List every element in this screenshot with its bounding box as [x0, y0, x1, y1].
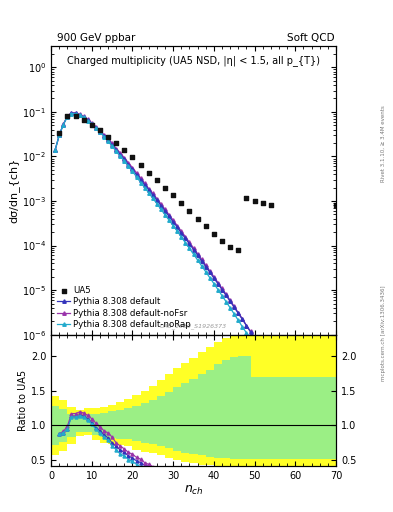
- Pythia 8.308 default-noRap: [106, 138, 110, 144]
- UA5: [252, 197, 258, 205]
- UA5: [129, 154, 136, 162]
- Pythia 8.308 default-noRap: [122, 158, 127, 164]
- UA5: [170, 191, 176, 199]
- UA5: [154, 176, 160, 184]
- Pythia 8.308 default-noRap: [179, 234, 184, 240]
- Pythia 8.308 default-noFsr: [122, 155, 127, 161]
- Pythia 8.308 default-noRap: [77, 112, 82, 118]
- Pythia 8.308 default-noFsr: [53, 147, 57, 153]
- Pythia 8.308 default: [77, 112, 82, 118]
- UA5: [243, 194, 250, 202]
- UA5: [138, 161, 144, 169]
- Pythia 8.308 default-noFsr: [334, 477, 338, 483]
- UA5: [121, 146, 127, 154]
- Pythia 8.308 default-noRap: [301, 425, 306, 431]
- UA5: [260, 199, 266, 207]
- UA5: [219, 237, 225, 245]
- UA5: [97, 126, 103, 134]
- UA5: [203, 222, 209, 230]
- UA5: [235, 246, 241, 254]
- UA5: [56, 129, 62, 137]
- UA5: [72, 112, 79, 120]
- Pythia 8.308 default-noFsr: [69, 110, 74, 116]
- Pythia 8.308 default-noRap: [273, 375, 277, 381]
- Pythia 8.308 default-noFsr: [211, 274, 216, 280]
- UA5: [186, 207, 193, 215]
- Line: Pythia 8.308 default-noFsr: Pythia 8.308 default-noFsr: [53, 111, 338, 482]
- Pythia 8.308 default: [69, 110, 74, 116]
- Pythia 8.308 default: [301, 417, 306, 423]
- Text: UA5_1989_S1926373: UA5_1989_S1926373: [160, 323, 227, 329]
- X-axis label: $n_{ch}$: $n_{ch}$: [184, 483, 204, 497]
- Pythia 8.308 default: [208, 269, 212, 275]
- Pythia 8.308 default-noFsr: [94, 123, 98, 130]
- Text: mcplots.cern.ch [arXiv:1306.3436]: mcplots.cern.ch [arXiv:1306.3436]: [381, 285, 386, 380]
- UA5: [89, 120, 95, 129]
- Pythia 8.308 default-noFsr: [142, 180, 147, 186]
- UA5: [178, 199, 184, 207]
- UA5: [211, 230, 217, 238]
- UA5: [268, 201, 274, 209]
- Text: Soft QCD: Soft QCD: [287, 33, 335, 44]
- Pythia 8.308 default-noRap: [208, 274, 212, 281]
- Pythia 8.308 default-noFsr: [297, 410, 302, 416]
- Y-axis label: Ratio to UA5: Ratio to UA5: [18, 370, 28, 431]
- Pythia 8.308 default: [53, 147, 57, 153]
- UA5: [113, 139, 119, 147]
- UA5: [162, 183, 168, 191]
- Legend: UA5, Pythia 8.308 default, Pythia 8.308 default-noFsr, Pythia 8.308 default-noRa: UA5, Pythia 8.308 default, Pythia 8.308 …: [55, 285, 193, 330]
- Pythia 8.308 default: [122, 156, 127, 162]
- Line: Pythia 8.308 default-noRap: Pythia 8.308 default-noRap: [53, 112, 305, 430]
- Text: 900 GeV ppbar: 900 GeV ppbar: [57, 33, 135, 44]
- Y-axis label: dσ/dn_{ch}: dσ/dn_{ch}: [8, 158, 19, 223]
- UA5: [227, 243, 233, 251]
- UA5: [146, 169, 152, 177]
- UA5: [81, 116, 87, 124]
- Line: Pythia 8.308 default: Pythia 8.308 default: [53, 112, 305, 422]
- Text: Rivet 3.1.10, ≥ 3.4M events: Rivet 3.1.10, ≥ 3.4M events: [381, 105, 386, 182]
- Pythia 8.308 default: [106, 137, 110, 143]
- Pythia 8.308 default-noRap: [53, 147, 57, 153]
- Text: Charged multiplicity (UA5 NSD, |η| < 1.5, all p_{T}): Charged multiplicity (UA5 NSD, |η| < 1.5…: [67, 55, 320, 66]
- UA5: [195, 215, 201, 223]
- Pythia 8.308 default: [179, 230, 184, 236]
- Pythia 8.308 default: [273, 368, 277, 374]
- UA5: [333, 201, 339, 209]
- UA5: [105, 133, 111, 141]
- UA5: [64, 112, 70, 120]
- Pythia 8.308 default-noFsr: [293, 402, 298, 409]
- Pythia 8.308 default-noRap: [69, 111, 74, 117]
